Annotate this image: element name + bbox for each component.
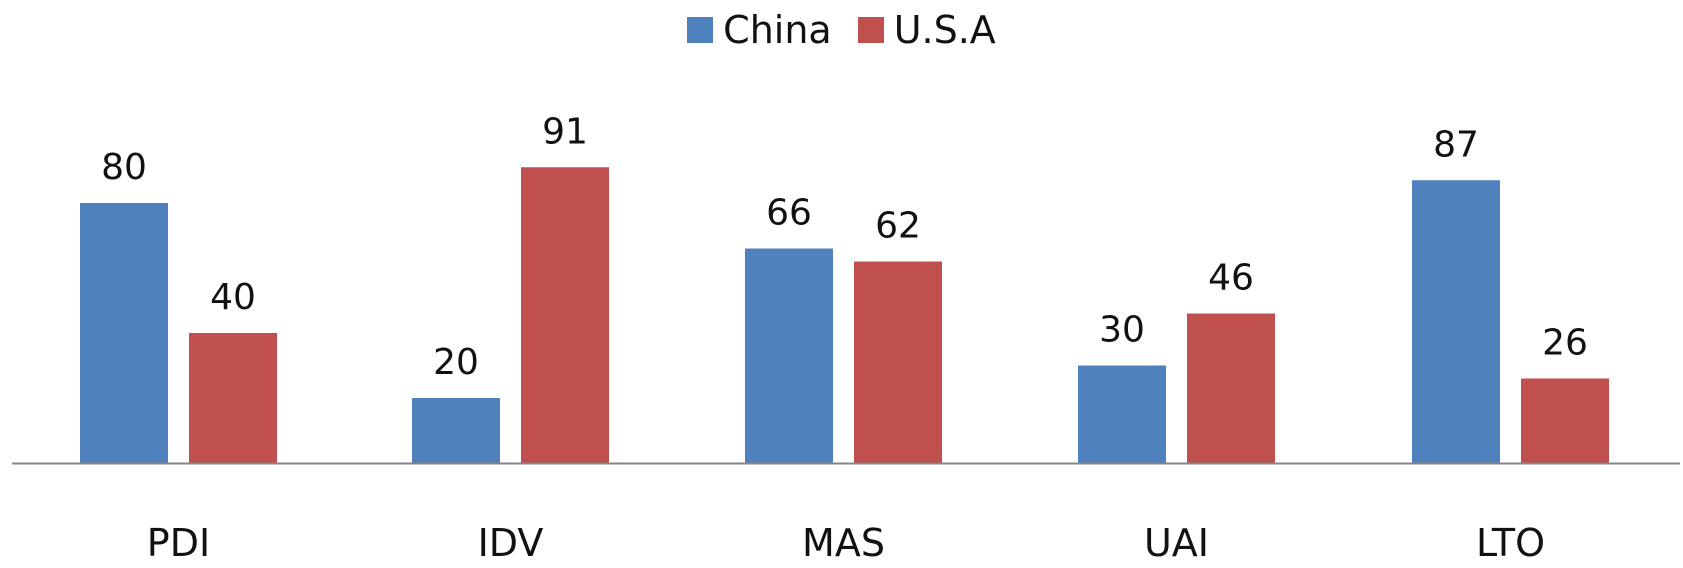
bar-china-mas xyxy=(745,248,833,463)
data-label-china-lto: 87 xyxy=(1433,124,1479,165)
data-label-china-pdi: 80 xyxy=(101,147,147,188)
bar-usa-mas xyxy=(854,261,942,463)
data-label-usa-mas: 62 xyxy=(875,206,921,247)
legend-label-china: China xyxy=(723,8,832,52)
x-tick-label-mas: MAS xyxy=(802,521,885,565)
x-tick-label-pdi: PDI xyxy=(147,521,210,565)
legend-item-china: China xyxy=(687,8,832,52)
bar-china-pdi xyxy=(80,203,168,463)
x-tick-label-idv: IDV xyxy=(478,521,544,565)
bar-china-uai xyxy=(1078,365,1166,463)
data-label-china-uai: 30 xyxy=(1099,310,1145,351)
bar-usa-lto xyxy=(1521,378,1609,463)
bar-usa-pdi xyxy=(189,333,277,463)
legend: China U.S.A xyxy=(0,8,1683,52)
legend-swatch-usa xyxy=(857,17,884,43)
bar-china-lto xyxy=(1412,180,1500,463)
bar-china-idv xyxy=(412,398,500,463)
data-label-usa-idv: 91 xyxy=(542,111,588,152)
data-label-usa-lto: 26 xyxy=(1542,323,1588,364)
data-label-china-mas: 66 xyxy=(766,193,812,234)
bar-usa-idv xyxy=(521,167,609,463)
data-label-china-idv: 20 xyxy=(433,342,479,383)
x-tick-label-lto: LTO xyxy=(1476,521,1545,565)
bar-usa-uai xyxy=(1187,313,1275,463)
legend-swatch-china xyxy=(687,17,714,43)
legend-label-usa: U.S.A xyxy=(893,8,996,52)
data-label-usa-uai: 46 xyxy=(1208,258,1254,299)
x-tick-label-uai: UAI xyxy=(1144,521,1209,565)
data-label-usa-pdi: 40 xyxy=(210,277,256,318)
legend-item-usa: U.S.A xyxy=(857,8,996,52)
